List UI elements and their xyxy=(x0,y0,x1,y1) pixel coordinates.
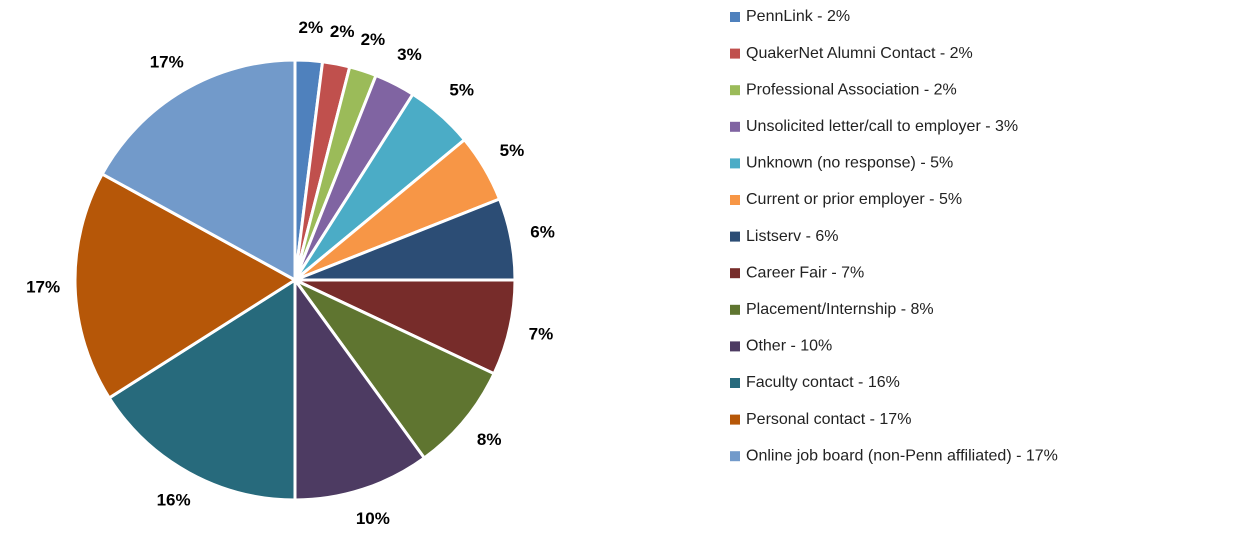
data-label: 2% xyxy=(361,30,386,49)
data-label: 5% xyxy=(449,80,474,99)
legend-label: Listserv - 6% xyxy=(746,228,838,245)
pie-slice xyxy=(293,278,497,461)
legend-swatch xyxy=(730,378,740,388)
pie-slice xyxy=(73,171,298,400)
pie-slice xyxy=(107,277,297,502)
data-label: 6% xyxy=(530,222,555,241)
data-label: 2% xyxy=(299,18,324,37)
data-label: 16% xyxy=(157,490,191,509)
legend-label: Online job board (non-Penn affiliated) -… xyxy=(746,447,1058,464)
legend-label: Current or prior employer - 5% xyxy=(746,191,962,208)
legend-swatch xyxy=(730,231,740,242)
legend-label: QuakerNet Alumni Contact - 2% xyxy=(746,45,973,62)
legend-label: Unknown (no response) - 5% xyxy=(746,155,953,172)
data-label: 7% xyxy=(529,324,554,343)
legend-swatch xyxy=(730,195,740,205)
legend-swatch xyxy=(730,304,740,315)
data-label: 3% xyxy=(397,45,422,64)
legend-label: Career Fair - 7% xyxy=(746,264,864,281)
legend-label: Professional Association - 2% xyxy=(746,81,957,98)
pie-slice xyxy=(100,58,297,283)
legend-label: Faculty contact - 16% xyxy=(746,374,900,391)
data-label: 17% xyxy=(150,53,184,72)
legend-label: PennLink - 2% xyxy=(746,8,850,25)
legend-swatch xyxy=(730,341,740,352)
legend-label: Other - 10% xyxy=(746,338,832,355)
data-label: 5% xyxy=(500,141,525,160)
data-label: 8% xyxy=(477,430,502,449)
legend-swatch xyxy=(730,48,740,59)
legend-swatch xyxy=(730,85,740,96)
data-label: 10% xyxy=(356,509,390,528)
data-label: 17% xyxy=(26,277,60,296)
legend-label: Placement/Internship - 8% xyxy=(746,301,934,318)
data-label: 2% xyxy=(330,22,355,41)
legend-swatch xyxy=(730,451,740,462)
legend-swatch xyxy=(730,268,740,279)
legend-swatch xyxy=(730,414,740,425)
legend-swatch xyxy=(730,12,740,22)
legend-swatch xyxy=(730,121,740,132)
pie-slice xyxy=(293,275,427,502)
legend-swatch xyxy=(730,158,740,169)
legend-label: Unsolicited letter/call to employer - 3% xyxy=(746,118,1018,135)
legend-label: Personal contact - 17% xyxy=(746,411,911,428)
